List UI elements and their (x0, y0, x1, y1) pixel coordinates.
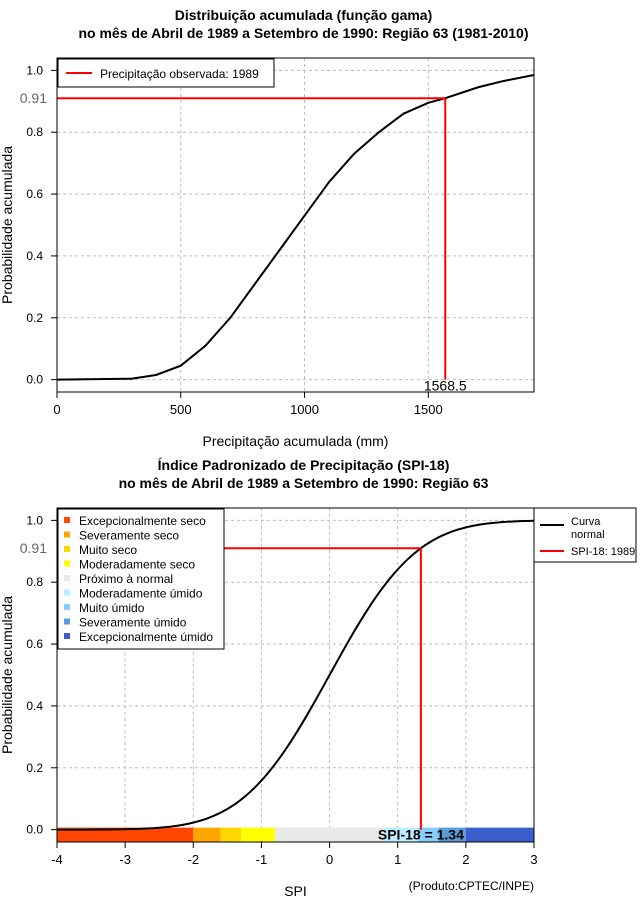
chart2-x-axis-label: SPI (284, 883, 307, 899)
chart2-legend-label-curve-line1: Curva (571, 516, 601, 528)
chart2-category-legend-label: Severamente úmido (79, 616, 187, 630)
chart1-subtitle: no mês de Abril de 1989 a Setembro de 19… (78, 25, 528, 41)
chart2-x-tick-label: 2 (462, 852, 469, 867)
chart2-y-tick-label: 0.0 (26, 823, 43, 837)
chart2-band-excepcionalmente-úmido (465, 827, 534, 842)
chart2-y-tick-label: 0.6 (26, 637, 43, 651)
chart2-y-tick-label: 0.2 (26, 761, 43, 775)
legend-swatch-icon (64, 560, 70, 567)
chart1-y-tick-label: 0.8 (26, 125, 43, 139)
chart2-title: Índice Padronizado de Precipitação (SPI-… (158, 457, 450, 473)
chart2-x-tick-label: -4 (51, 852, 63, 867)
chart2-band-muito-seco (220, 827, 241, 842)
chart1-y-tick-label: 0.6 (26, 187, 43, 201)
chart2-legend (533, 507, 637, 563)
chart2-category-legend-label: Excepcionalmente seco (79, 514, 206, 528)
chart2-band-moderadamente-úmido (384, 827, 419, 842)
chart2-plot-frame (56, 507, 535, 843)
chart2-y-tick-label: 1.0 (26, 513, 43, 527)
legend-swatch-icon (64, 546, 70, 552)
chart1-plot-frame (56, 57, 535, 393)
chart1-x-tick-label: 500 (170, 402, 192, 417)
chart2-y-tick-label: 0.8 (26, 575, 43, 589)
chart2-cdf-curve (56, 519, 535, 831)
chart1-legend-label: Precipitação observada: 1989 (100, 67, 259, 81)
chart2-legend-label-curve-line2: normal (571, 529, 605, 541)
chart2-category-legend-label: Muito úmido (79, 601, 145, 615)
chart2-band-muito-úmido (418, 827, 439, 842)
chart2-band-excepcionalmente-seco (57, 827, 194, 842)
legend-swatch-icon (64, 618, 70, 625)
chart2-spi-annotation: SPI-18 = 1.34 (378, 827, 464, 843)
chart2-category-legend-label: Próximo à normal (79, 572, 173, 586)
chart2-category-legend-label: Moderadamente seco (79, 558, 195, 572)
chart2-x-tick-label: 1 (394, 852, 401, 867)
chart2-y-tick-label: 0.4 (26, 699, 43, 713)
chart1-x-axis-label: Precipitação acumulada (mm) (203, 433, 389, 449)
chart2-credit: (Produto:CPTEC/INPE) (409, 879, 534, 893)
chart2-observed-y-label: 0.91 (20, 540, 47, 556)
chart2-category-legend-label: Excepcionalmente úmido (79, 630, 213, 644)
chart2-band-severamente-seco (193, 827, 221, 842)
legend-swatch-icon (64, 517, 70, 523)
legend-swatch-icon (64, 604, 70, 610)
chart1-observed-x-label: 1568.5 (424, 378, 467, 394)
chart2-subtitle: no mês de Abril de 1989 a Setembro de 19… (119, 475, 489, 491)
chart1-y-tick-label: 0.4 (26, 249, 43, 263)
chart1-x-tick-label: 0 (53, 402, 60, 417)
chart1-cdf-curve (56, 74, 535, 381)
chart1-y-tick-label: 0.0 (26, 373, 43, 387)
chart2-category-legend (57, 508, 225, 650)
chart2-category-legend-label: Muito seco (79, 543, 137, 557)
chart2-band-próximo-à-normal (275, 827, 385, 842)
chart1-x-tick-label: 1000 (290, 402, 319, 417)
chart2-category-legend-label: Severamente seco (79, 529, 179, 543)
chart2-x-tick-label: -1 (256, 852, 268, 867)
chart1-legend (57, 58, 275, 88)
chart2-band-severamente-úmido (438, 827, 466, 842)
chart2-band-moderadamente-seco (240, 827, 276, 842)
legend-swatch-icon (64, 575, 70, 581)
chart2-x-tick-label: -2 (188, 852, 200, 867)
chart1-x-tick-label: 1500 (414, 402, 443, 417)
chart2-x-tick-label: -3 (119, 852, 131, 867)
chart1-observed-y-label: 0.91 (20, 90, 47, 106)
chart1-title: Distribuição acumulada (função gama) (175, 7, 433, 23)
chart1-y-axis-label: Probabilidade acumulada (0, 146, 15, 304)
legend-swatch-icon (64, 633, 70, 639)
chart2-x-tick-label: 0 (326, 852, 333, 867)
legend-swatch-icon (64, 589, 70, 596)
chart2-category-legend-label: Moderadamente úmido (79, 587, 203, 601)
chart2-y-axis-label: Probabilidade acumulada (0, 596, 15, 754)
chart1-y-tick-label: 1.0 (26, 63, 43, 77)
chart1-y-tick-label: 0.2 (26, 311, 43, 325)
legend-swatch-icon (64, 531, 70, 538)
chart2-legend-label-spi: SPI-18: 1989 (571, 546, 635, 558)
chart2-x-tick-label: 3 (530, 852, 537, 867)
